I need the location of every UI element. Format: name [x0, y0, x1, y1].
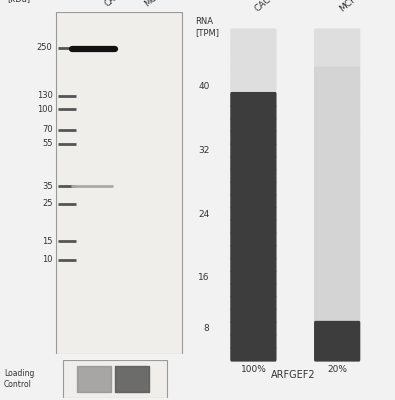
Text: 32: 32 — [198, 146, 209, 155]
FancyBboxPatch shape — [230, 219, 276, 234]
Text: 100%: 100% — [241, 365, 266, 374]
Text: MCF-7: MCF-7 — [337, 0, 365, 14]
FancyBboxPatch shape — [314, 232, 360, 247]
FancyBboxPatch shape — [230, 156, 276, 171]
Text: ARFGEF2: ARFGEF2 — [271, 370, 316, 380]
FancyBboxPatch shape — [314, 346, 360, 362]
FancyBboxPatch shape — [230, 117, 276, 133]
Text: Loading
Control: Loading Control — [4, 370, 34, 389]
FancyBboxPatch shape — [314, 28, 360, 44]
FancyBboxPatch shape — [314, 130, 360, 146]
Text: 10: 10 — [42, 256, 53, 264]
FancyBboxPatch shape — [230, 130, 276, 146]
FancyBboxPatch shape — [314, 283, 360, 298]
FancyBboxPatch shape — [230, 206, 276, 222]
Text: 35: 35 — [42, 182, 53, 191]
FancyBboxPatch shape — [63, 360, 167, 398]
Text: 100: 100 — [37, 105, 53, 114]
FancyBboxPatch shape — [314, 296, 360, 311]
FancyBboxPatch shape — [230, 28, 276, 44]
Text: [kDa]: [kDa] — [8, 0, 31, 4]
FancyBboxPatch shape — [230, 334, 276, 349]
FancyBboxPatch shape — [314, 321, 360, 336]
FancyBboxPatch shape — [314, 257, 360, 273]
Text: 16: 16 — [198, 273, 209, 282]
FancyBboxPatch shape — [314, 41, 360, 56]
FancyBboxPatch shape — [314, 194, 360, 209]
Text: CACO-2: CACO-2 — [254, 0, 286, 14]
FancyBboxPatch shape — [314, 334, 360, 349]
FancyBboxPatch shape — [314, 79, 360, 94]
FancyBboxPatch shape — [314, 54, 360, 69]
FancyBboxPatch shape — [314, 143, 360, 158]
FancyBboxPatch shape — [230, 194, 276, 209]
Text: 55: 55 — [42, 139, 53, 148]
FancyBboxPatch shape — [230, 168, 276, 184]
Text: 8: 8 — [204, 324, 209, 333]
FancyBboxPatch shape — [314, 181, 360, 196]
FancyBboxPatch shape — [314, 105, 360, 120]
FancyBboxPatch shape — [230, 79, 276, 94]
FancyBboxPatch shape — [230, 321, 276, 336]
FancyBboxPatch shape — [314, 244, 360, 260]
FancyBboxPatch shape — [230, 308, 276, 324]
FancyBboxPatch shape — [230, 143, 276, 158]
FancyBboxPatch shape — [314, 92, 360, 107]
Text: 250: 250 — [37, 44, 53, 52]
FancyBboxPatch shape — [314, 308, 360, 324]
FancyBboxPatch shape — [230, 283, 276, 298]
Text: 40: 40 — [198, 82, 209, 92]
FancyBboxPatch shape — [230, 257, 276, 273]
FancyBboxPatch shape — [314, 206, 360, 222]
Text: CACO-2: CACO-2 — [103, 0, 134, 8]
FancyBboxPatch shape — [314, 270, 360, 285]
FancyBboxPatch shape — [230, 232, 276, 247]
FancyBboxPatch shape — [314, 66, 360, 82]
FancyBboxPatch shape — [314, 156, 360, 171]
Text: 25: 25 — [42, 199, 53, 208]
Text: 20%: 20% — [327, 365, 347, 374]
FancyBboxPatch shape — [314, 117, 360, 133]
Text: 15: 15 — [42, 237, 53, 246]
FancyBboxPatch shape — [230, 244, 276, 260]
FancyBboxPatch shape — [230, 296, 276, 311]
FancyBboxPatch shape — [230, 105, 276, 120]
FancyBboxPatch shape — [230, 92, 276, 107]
Text: 130: 130 — [37, 91, 53, 100]
FancyBboxPatch shape — [230, 66, 276, 82]
FancyBboxPatch shape — [230, 181, 276, 196]
Text: RNA
[TPM]: RNA [TPM] — [196, 17, 220, 37]
FancyBboxPatch shape — [314, 168, 360, 184]
Text: High: High — [87, 362, 108, 372]
Text: MCF-7: MCF-7 — [142, 0, 168, 8]
FancyBboxPatch shape — [230, 54, 276, 69]
Text: Low: Low — [130, 362, 148, 372]
FancyBboxPatch shape — [230, 270, 276, 285]
FancyBboxPatch shape — [314, 219, 360, 234]
Text: 70: 70 — [42, 126, 53, 134]
FancyBboxPatch shape — [56, 12, 182, 354]
FancyBboxPatch shape — [230, 41, 276, 56]
Text: 24: 24 — [198, 210, 209, 218]
FancyBboxPatch shape — [230, 346, 276, 362]
